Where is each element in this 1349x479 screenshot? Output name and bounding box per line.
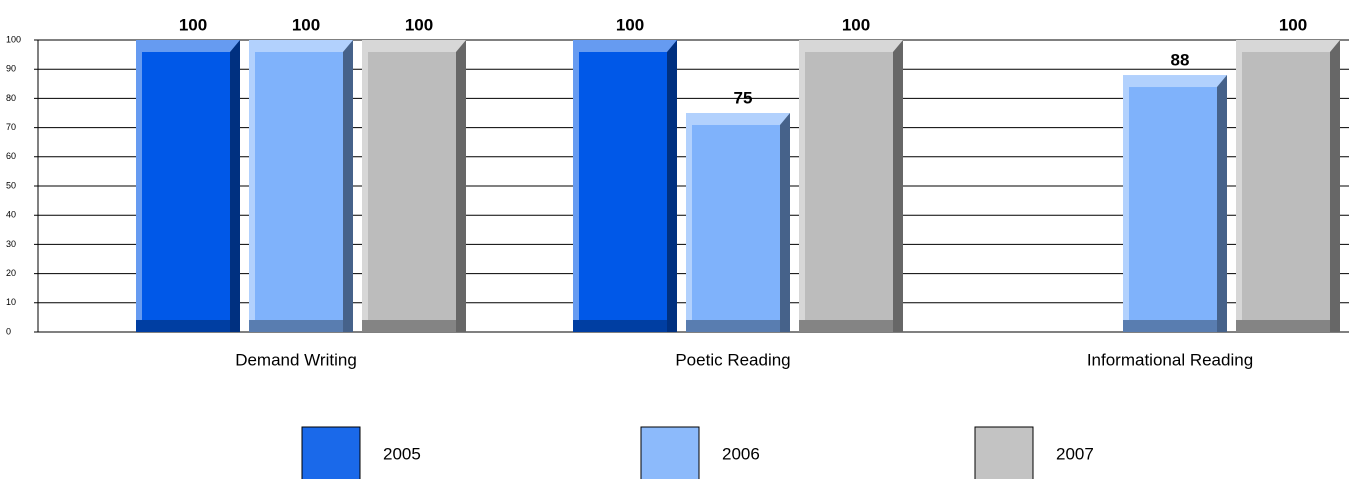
bar-front xyxy=(368,52,456,320)
value-label: 100 xyxy=(1279,15,1307,34)
bar-side xyxy=(780,113,790,332)
bar-side xyxy=(893,40,903,332)
legend-swatch xyxy=(301,426,361,479)
bar-bottom xyxy=(249,320,343,332)
x-tick-label: Informational Reading xyxy=(1087,350,1253,369)
y-tick-label: 70 xyxy=(6,122,16,132)
y-tick-label: 100 xyxy=(6,34,21,44)
bar-front xyxy=(255,52,343,320)
y-tick-label: 90 xyxy=(6,64,16,74)
bar-bottom xyxy=(686,320,780,332)
legend-swatch xyxy=(640,426,700,479)
y-tick-label: 10 xyxy=(6,297,16,307)
value-label: 100 xyxy=(616,15,644,34)
y-tick-label: 60 xyxy=(6,151,16,161)
legend-label: 2006 xyxy=(722,444,760,463)
value-label: 88 xyxy=(1171,51,1190,70)
bar-front xyxy=(1129,87,1217,320)
legend-swatch xyxy=(974,426,1034,479)
value-label: 75 xyxy=(734,88,753,107)
bar-bottom xyxy=(799,320,893,332)
y-tick-label: 80 xyxy=(6,93,16,103)
bar-side xyxy=(456,40,466,332)
bar-bottom xyxy=(1123,320,1217,332)
y-tick-label: 50 xyxy=(6,180,16,190)
bar-front xyxy=(692,125,780,320)
value-label: 100 xyxy=(292,15,320,34)
bar-side xyxy=(1330,40,1340,332)
bar-front xyxy=(142,52,230,320)
bar-bottom xyxy=(1236,320,1330,332)
bar-bottom xyxy=(573,320,667,332)
legend-label: 2005 xyxy=(383,444,421,463)
bar-bottom xyxy=(362,320,456,332)
bar-front xyxy=(1242,52,1330,320)
value-label: 100 xyxy=(179,15,207,34)
value-label: 100 xyxy=(405,15,433,34)
value-label: 100 xyxy=(842,15,870,34)
bar-bottom xyxy=(136,320,230,332)
bar-side xyxy=(667,40,677,332)
y-tick-label: 0 xyxy=(6,326,11,336)
bar-side xyxy=(1217,75,1227,332)
bar-side xyxy=(230,40,240,332)
y-tick-label: 30 xyxy=(6,239,16,249)
legend-label: 2007 xyxy=(1056,444,1094,463)
bar-front xyxy=(805,52,893,320)
x-tick-label: Demand Writing xyxy=(235,350,357,369)
x-tick-label: Poetic Reading xyxy=(675,350,790,369)
y-tick-label: 40 xyxy=(6,210,16,220)
y-tick-label: 20 xyxy=(6,268,16,278)
bar-side xyxy=(343,40,353,332)
bar-front xyxy=(579,52,667,320)
